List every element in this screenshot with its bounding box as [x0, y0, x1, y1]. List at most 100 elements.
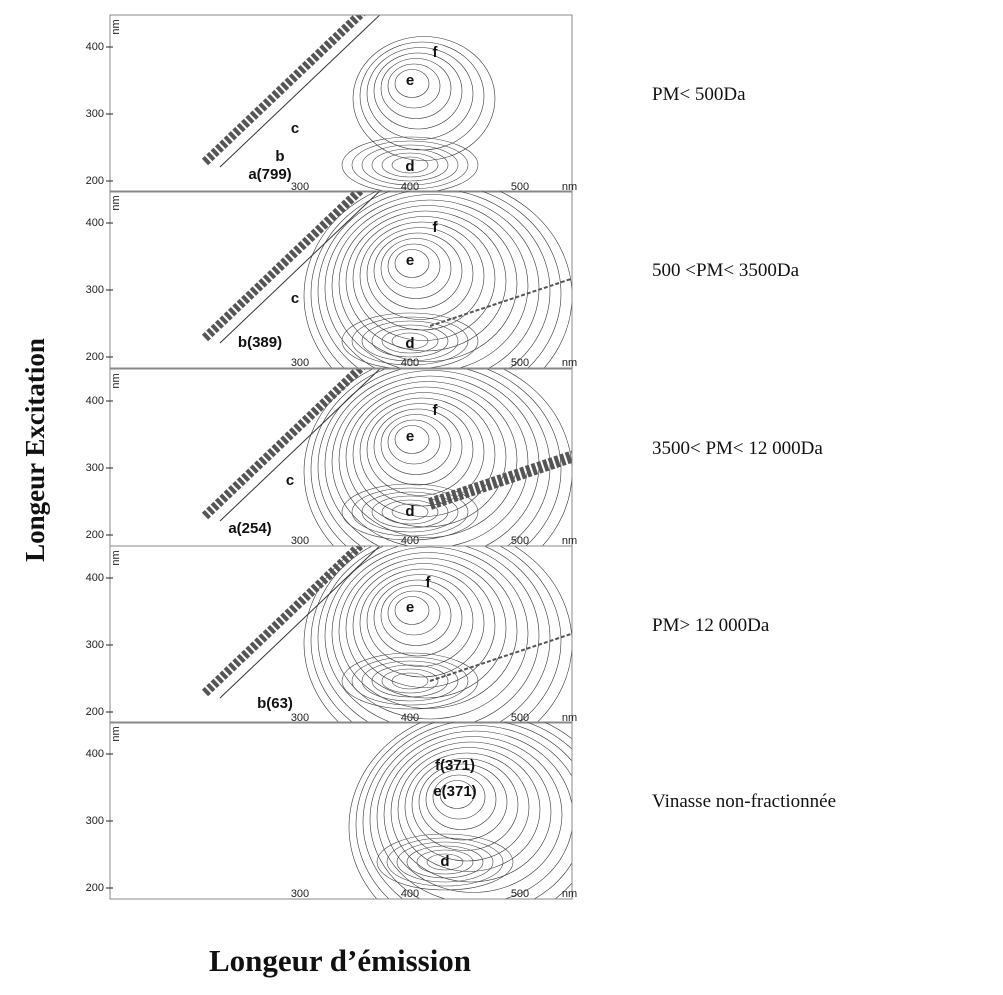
contour: [341, 136, 479, 192]
x-tick-label: 300: [291, 888, 309, 900]
contour: [352, 392, 496, 517]
contour: [373, 579, 463, 657]
contour: [371, 664, 449, 698]
contour: [310, 191, 562, 368]
y-unit: nm: [110, 373, 122, 388]
contour: [439, 780, 475, 809]
contour: [380, 414, 452, 475]
peak-label: e: [406, 599, 414, 616]
y-tick-label: 200: [86, 351, 104, 363]
fraction-label: 500 <PM< 3500Da: [652, 260, 800, 281]
y-unit: nm: [110, 195, 122, 210]
contours: [201, 191, 572, 368]
x-tick-label: 300: [291, 181, 309, 193]
y-tick-label: 300: [86, 462, 104, 474]
x-tick-label: nm: [562, 181, 577, 193]
contour: [376, 833, 514, 891]
contour: [394, 249, 430, 278]
panel-frame: [109, 545, 573, 724]
contour: [397, 747, 541, 872]
contour: [391, 672, 429, 690]
peak-label: e(371): [433, 783, 476, 800]
peak-label: b(389): [238, 334, 282, 351]
contour: [338, 381, 518, 538]
fraction-label: PM< 500Da: [652, 84, 746, 105]
x-tick-label: 300: [291, 357, 309, 369]
rayleigh-band: [201, 15, 367, 166]
contour: [345, 386, 507, 528]
contour: [361, 144, 459, 186]
peak-label: d: [405, 158, 414, 175]
y-tick-label: 200: [86, 706, 104, 718]
contour: [426, 853, 464, 871]
x-tick-label: nm: [562, 357, 577, 369]
rayleigh-band: [201, 191, 367, 342]
contour: [303, 191, 572, 368]
fraction-label: 3500< PM< 12 000Da: [652, 438, 823, 459]
fraction-label: PM> 12 000Da: [652, 615, 770, 636]
contour: [418, 763, 508, 841]
contour: [394, 596, 430, 625]
y-unit: nm: [110, 726, 122, 741]
y-tick-label: 200: [86, 529, 104, 541]
y-tick-label: 300: [86, 815, 104, 827]
contour: [387, 243, 441, 289]
contour: [351, 656, 469, 706]
y-tick-label: 200: [86, 175, 104, 187]
panel-frame: [109, 14, 573, 193]
contour: [380, 238, 452, 299]
contour: [341, 312, 479, 368]
x-tick-label: 500: [511, 357, 529, 369]
contour: [345, 557, 507, 699]
peak-label: f: [433, 44, 439, 61]
peak-label: b(63): [257, 695, 293, 712]
x-tick-label: 300: [291, 535, 309, 547]
contour: [359, 41, 485, 151]
contour-panel: nm 400 300 200 300 400 500 nm f e c d a(254): [86, 368, 577, 547]
y-tick-label: 300: [86, 284, 104, 296]
y-tick-label: 300: [86, 639, 104, 651]
contour: [331, 199, 529, 368]
contour: [351, 140, 469, 190]
contour: [351, 316, 469, 366]
x-axis-title: Longeur d’émission: [209, 943, 471, 978]
contour: [391, 503, 429, 521]
peak-label: c: [286, 472, 294, 489]
contours: [201, 15, 496, 192]
contour: [351, 487, 469, 537]
contour: [361, 491, 459, 533]
contour-panel: nm 400 300 200 300 400 500 nm f e cb d a(799): [86, 14, 577, 193]
raman-band: [428, 450, 572, 510]
contour: [361, 660, 459, 702]
contour: [404, 752, 530, 862]
contour: [352, 216, 496, 341]
peak-label: f(371): [435, 757, 475, 774]
y-tick-label: 400: [86, 41, 104, 53]
contour: [381, 499, 439, 525]
contour: [381, 152, 439, 178]
y-unit: nm: [110, 19, 122, 34]
contour: [338, 552, 518, 709]
y-unit: nm: [110, 550, 122, 565]
contour: [380, 585, 452, 646]
contour: [352, 36, 496, 161]
y-axis-title: Longeur Excitation: [20, 338, 50, 562]
contour-panel: nm 400 300 200 300 400 500 nm f e c b(389) d: [86, 190, 577, 369]
contour: [303, 369, 572, 546]
x-tick-label: 400: [401, 888, 419, 900]
peak-label: d: [440, 853, 449, 870]
contour: [380, 58, 452, 119]
panel-frame: [109, 190, 573, 369]
fraction-label: Vinasse non-fractionnée: [652, 791, 836, 812]
peak-label: e: [406, 428, 414, 445]
contour-panel: nm 400 300 200 300 400 500 nm fe b(63): [86, 545, 577, 724]
contour: [406, 845, 484, 879]
x-tick-label: 400: [401, 181, 419, 193]
contour: [366, 227, 474, 320]
rayleigh-band: [201, 369, 367, 520]
x-tick-label: nm: [562, 888, 577, 900]
contour: [425, 769, 497, 830]
contour: [317, 191, 551, 368]
x-tick-label: 500: [511, 535, 529, 547]
contour: [348, 722, 572, 899]
